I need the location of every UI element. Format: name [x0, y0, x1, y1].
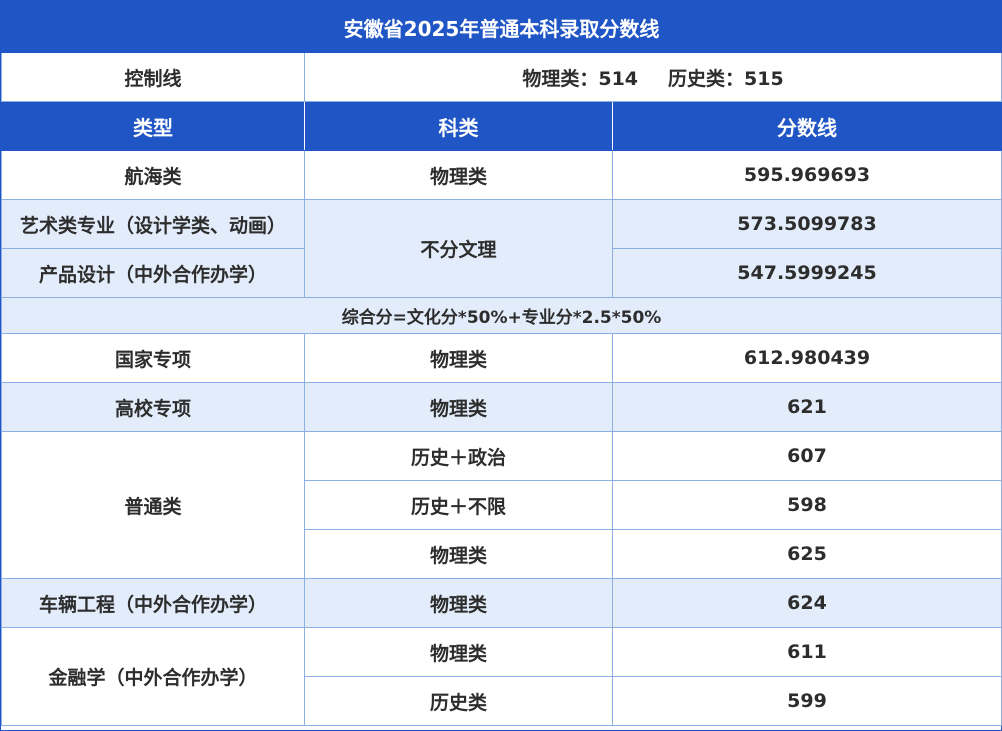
formula-row: 综合分=文化分*50%+专业分*2.5*50%: [0, 297, 1002, 334]
type-cell: 航海类: [1, 150, 305, 200]
subject-cell: 不分文理: [304, 199, 613, 298]
score-cell: 612.980439: [611, 333, 1002, 383]
table-row: 历史类 599: [2, 676, 1002, 726]
score-cell: 598: [611, 480, 1002, 530]
control-line-physics: 物理类：514: [522, 67, 639, 90]
score-cell: 624: [611, 578, 1002, 628]
table-row: 航海类 物理类 595.969693: [1, 150, 1002, 200]
type-cell: 车辆工程（中外合作办学）: [1, 578, 305, 628]
formula-note: 综合分=文化分*50%+专业分*2.5*50%: [0, 297, 1002, 334]
subject-cell: 历史＋不限: [304, 480, 613, 530]
type-cell: 艺术类专业（设计学类、动画）: [1, 199, 305, 249]
table-row: 物理类 625: [2, 529, 1002, 579]
type-cell: 普通类: [1, 431, 305, 579]
table-row: 金融学（中外合作办学） 物理类 611: [1, 627, 1002, 726]
table-row: 车辆工程（中外合作办学） 物理类 624: [1, 578, 1002, 628]
header-row: 类型 科类 分数线: [1, 101, 1002, 151]
score-cell: 599: [611, 676, 1002, 726]
type-cell: 产品设计（中外合作办学）: [1, 248, 305, 298]
header-subject: 科类: [304, 101, 613, 151]
table-row: 艺术类专业（设计学类、动画） 不分文理 573.5099783: [1, 199, 1002, 298]
table-row: 高校专项 物理类 621: [1, 382, 1002, 432]
control-line-values: 物理类：514 历史类：515: [303, 52, 1002, 102]
table-row: 历史＋不限 598: [2, 480, 1002, 530]
control-line-history: 历史类：515: [668, 67, 784, 90]
score-cell: 573.5099783: [611, 199, 1002, 249]
subject-cell: 历史类: [304, 676, 613, 726]
subject-cell: 物理类: [304, 382, 613, 432]
subject-cell: 历史＋政治: [304, 431, 613, 481]
subject-cell: 物理类: [304, 333, 613, 383]
score-cell: 547.5999245: [611, 248, 1002, 298]
header-score: 分数线: [611, 101, 1002, 151]
table-row: 产品设计（中外合作办学） 547.5999245: [1, 248, 1002, 298]
control-line-row: 控制线 物理类：514 历史类：515: [1, 52, 1002, 102]
table-row: 国家专项 物理类 612.980439: [1, 333, 1002, 383]
subject-cell: 物理类: [304, 578, 613, 628]
table-row: 普通类 历史＋政治 607: [1, 431, 1002, 579]
score-cell: 625: [611, 529, 1002, 579]
header-type: 类型: [1, 101, 305, 151]
subject-cell: 物理类: [304, 150, 613, 200]
score-cell: 621: [611, 382, 1002, 432]
control-line-label: 控制线: [1, 52, 305, 102]
type-cell: 金融学（中外合作办学）: [1, 627, 305, 726]
type-cell: 国家专项: [1, 333, 305, 383]
score-cell: 611: [611, 627, 1002, 677]
score-cell: 595.969693: [611, 150, 1002, 200]
table-title: 安徽省2025年普通本科录取分数线: [0, 1, 1002, 53]
type-cell: 高校专项: [1, 382, 305, 432]
subject-cell: 物理类: [304, 627, 613, 677]
score-cell: 607: [611, 431, 1002, 481]
subject-cell: 物理类: [304, 529, 613, 579]
